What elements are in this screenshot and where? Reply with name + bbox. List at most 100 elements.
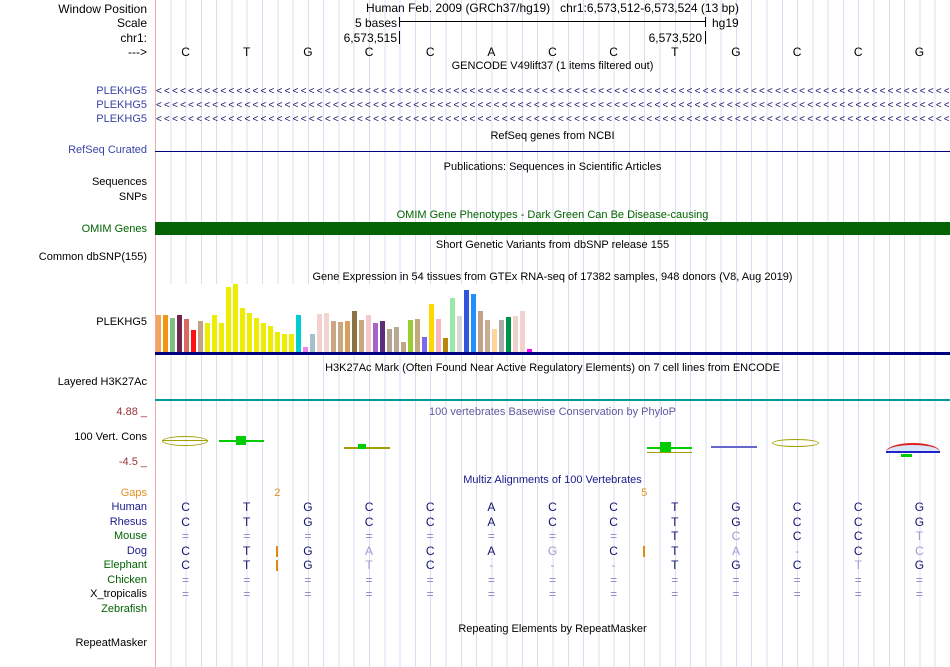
gtex-bar[interactable] <box>436 319 441 352</box>
vert-cons-label[interactable]: 100 Vert. Cons <box>74 431 147 443</box>
gtex-bar[interactable] <box>233 284 238 352</box>
common-dbsnp-label[interactable]: Common dbSNP(155) <box>38 251 147 263</box>
species-label-zebrafish[interactable]: Zebrafish <box>101 603 147 615</box>
alignment-base: = <box>548 573 556 587</box>
gtex-bar[interactable] <box>422 337 427 352</box>
gtex-bar[interactable] <box>191 330 196 352</box>
gtex-bar[interactable] <box>520 311 525 352</box>
gtex-bar[interactable] <box>394 327 399 352</box>
snps-label[interactable]: SNPs <box>118 191 147 203</box>
gtex-bar[interactable] <box>352 311 357 352</box>
position-right: 6,573,520 <box>648 31 702 45</box>
layered-h3k27ac-label[interactable]: Layered H3K27Ac <box>57 376 147 388</box>
gtex-bar[interactable] <box>366 315 371 352</box>
gtex-bar[interactable] <box>170 318 175 352</box>
refseq-gene-line[interactable] <box>155 151 950 152</box>
gtex-bar[interactable] <box>443 338 448 352</box>
gtex-bar[interactable] <box>177 315 182 352</box>
gtex-bar-chart[interactable] <box>156 284 533 352</box>
conservation-mark <box>162 436 208 446</box>
omim-genes-label[interactable]: OMIM Genes <box>81 223 147 235</box>
gtex-bar[interactable] <box>478 311 483 352</box>
gtex-bar[interactable] <box>205 323 210 352</box>
gtex-bar[interactable] <box>212 315 217 352</box>
gtex-bar[interactable] <box>317 314 322 352</box>
gtex-bar[interactable] <box>219 323 224 352</box>
gtex-bar[interactable] <box>485 320 490 352</box>
species-label-dog[interactable]: Dog <box>126 545 147 557</box>
gtex-bar[interactable] <box>156 315 161 352</box>
gtex-bar[interactable] <box>310 334 315 352</box>
gtex-bar[interactable] <box>261 323 266 352</box>
sequences-label[interactable]: Sequences <box>91 176 147 188</box>
multiz-gaps-label[interactable]: Gaps <box>120 487 147 499</box>
gtex-bar[interactable] <box>492 329 497 352</box>
omim-gene-bar[interactable] <box>155 222 950 235</box>
species-label-human[interactable]: Human <box>111 501 147 513</box>
gtex-bar[interactable] <box>408 320 413 352</box>
alignment-base: T <box>671 558 679 572</box>
gtex-bar[interactable] <box>163 315 168 352</box>
insertion-mark <box>276 560 279 571</box>
alignment-base: C <box>731 529 741 543</box>
insertion-mark <box>643 546 646 557</box>
gtex-bar[interactable] <box>296 315 301 352</box>
gtex-bar[interactable] <box>324 313 329 352</box>
gene-model-row[interactable]: <<<<<<<<<<<<<<<<<<<<<<<<<<<<<<<<<<<<<<<<… <box>156 86 949 97</box>
gtex-bar[interactable] <box>457 316 462 352</box>
gtex-bar[interactable] <box>499 320 504 352</box>
alignment-base: G <box>303 515 313 529</box>
gtex-bar[interactable] <box>387 329 392 352</box>
alignment-base: - <box>489 558 494 572</box>
gene-label-plekhg5-3[interactable]: PLEKHG5 <box>96 113 147 125</box>
gtex-bar[interactable] <box>247 313 252 352</box>
species-label-mouse[interactable]: Mouse <box>113 530 147 542</box>
gtex-bar[interactable] <box>415 319 420 352</box>
gtex-bar[interactable] <box>240 308 245 352</box>
gtex-bar[interactable] <box>380 321 385 352</box>
refseq-curated-label[interactable]: RefSeq Curated <box>68 144 147 156</box>
gtex-bar[interactable] <box>471 294 476 352</box>
alignment-base: T <box>671 544 679 558</box>
gtex-bar[interactable] <box>359 320 364 352</box>
species-label-chicken[interactable]: Chicken <box>107 574 147 586</box>
gtex-bar[interactable] <box>184 319 189 352</box>
gene-label-plekhg5-1[interactable]: PLEKHG5 <box>96 85 147 97</box>
gtex-bar[interactable] <box>373 323 378 352</box>
species-label-rhesus[interactable]: Rhesus <box>109 516 147 528</box>
gtex-bar[interactable] <box>450 298 455 352</box>
sequence-base: C <box>792 45 802 59</box>
gtex-bar[interactable] <box>268 326 273 352</box>
sequence-base: G <box>731 45 741 59</box>
gtex-bar[interactable] <box>401 342 406 352</box>
assembly-position-title: Human Feb. 2009 (GRCh37/hg19) chr1:6,573… <box>366 1 739 15</box>
gtex-bar[interactable] <box>338 322 343 352</box>
gtex-gene-label[interactable]: PLEKHG5 <box>96 316 147 328</box>
species-label-elephant[interactable]: Elephant <box>103 559 147 571</box>
gtex-bar[interactable] <box>254 318 259 352</box>
h3k27ac-signal-line[interactable] <box>155 399 950 401</box>
gene-label-plekhg5-2[interactable]: PLEKHG5 <box>96 99 147 111</box>
gene-model-row[interactable]: <<<<<<<<<<<<<<<<<<<<<<<<<<<<<<<<<<<<<<<<… <box>156 114 949 125</box>
gtex-bar[interactable] <box>527 349 532 352</box>
alignment-base: = <box>915 573 923 587</box>
alignment-base: - <box>611 558 616 572</box>
gtex-bar[interactable] <box>345 321 350 352</box>
gtex-bar[interactable] <box>331 321 336 352</box>
gtex-bar[interactable] <box>429 304 434 352</box>
gtex-bar[interactable] <box>282 334 287 352</box>
position-left-tick <box>399 31 400 44</box>
gtex-bar[interactable] <box>289 334 294 352</box>
gtex-bar[interactable] <box>513 316 518 352</box>
gtex-bar[interactable] <box>275 332 280 352</box>
gtex-bar[interactable] <box>506 317 511 352</box>
sequence-base: T <box>671 45 679 59</box>
repeatmasker-label[interactable]: RepeatMasker <box>75 637 147 649</box>
alignment-base: T <box>671 500 679 514</box>
gtex-bar[interactable] <box>464 290 469 352</box>
species-label-x_tropicalis[interactable]: X_tropicalis <box>90 588 147 600</box>
gtex-bar[interactable] <box>198 321 203 352</box>
gtex-bar[interactable] <box>303 347 308 352</box>
gene-model-row[interactable]: <<<<<<<<<<<<<<<<<<<<<<<<<<<<<<<<<<<<<<<<… <box>156 100 949 111</box>
gtex-bar[interactable] <box>226 287 231 352</box>
